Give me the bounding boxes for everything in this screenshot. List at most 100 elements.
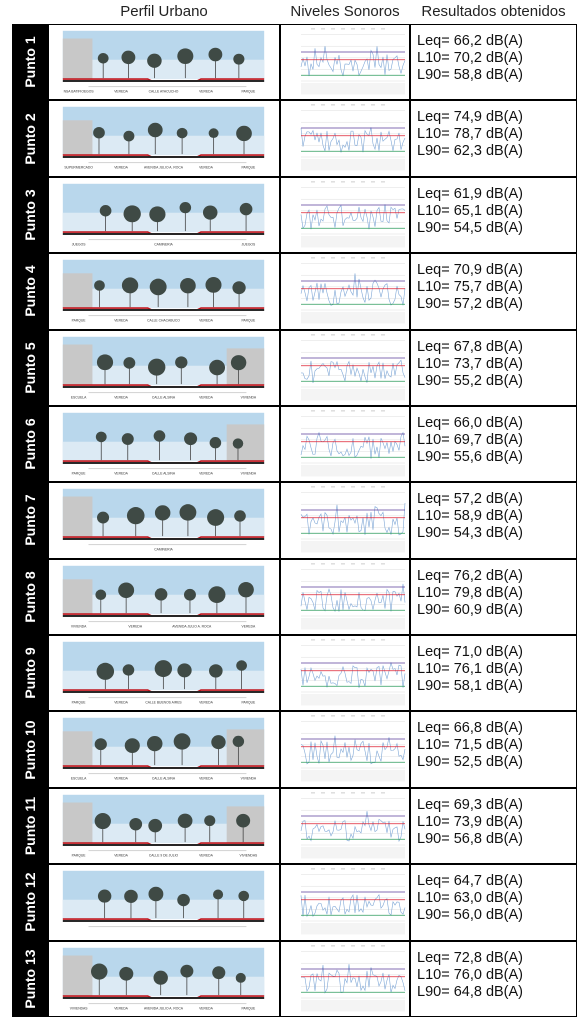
point-label: Punto 8: [22, 571, 38, 622]
tree-crown: [180, 964, 193, 977]
noise-trace: [301, 663, 405, 688]
ground: [63, 844, 264, 846]
tree-crown: [123, 357, 135, 369]
profile-label: CALLE AYACUCHO: [149, 90, 179, 94]
results-cell: Leq= 66,8 dB(A)L10= 71,5 dB(A)L90= 52,5 …: [410, 711, 577, 787]
point-label: Punto 6: [22, 418, 38, 469]
profile-label: CALLE ALSINA: [152, 777, 176, 781]
tree-crown: [98, 890, 111, 903]
tree-crown: [98, 53, 109, 64]
tree-crown: [178, 813, 193, 827]
time-axis: [301, 465, 405, 477]
profile-label: VEREDA: [199, 853, 214, 857]
sound-level-chart: [281, 178, 408, 251]
building: [63, 121, 93, 156]
tree-crown: [97, 354, 113, 370]
profile-label: PARQUE: [72, 701, 87, 705]
levels-cell: [280, 482, 410, 558]
levels-cell: [280, 330, 410, 406]
time-axis: [301, 159, 405, 171]
building: [63, 344, 93, 385]
profile-cell: [48, 864, 280, 940]
tree-crown: [91, 963, 107, 979]
point-label: Punto 12: [22, 873, 38, 932]
tree-crown: [153, 970, 167, 984]
tree-crown: [236, 660, 247, 671]
sound-level-chart: [281, 101, 408, 174]
result-line: Leq= 70,9 dB(A): [417, 262, 576, 279]
point-label-cell: Punto 6: [12, 406, 48, 482]
tree-crown: [147, 737, 163, 752]
profile-label: PARQUE: [72, 472, 87, 476]
tree-crown: [209, 129, 219, 139]
tree-crown: [119, 967, 133, 981]
profile-label: VEREDA: [114, 166, 129, 170]
tree-crown: [149, 206, 165, 222]
result-line: L90= 54,5 dB(A): [417, 220, 576, 237]
ground: [63, 691, 264, 693]
results-cell: Leq= 72,8 dB(A)L10= 76,0 dB(A)L90= 64,8 …: [410, 941, 577, 1017]
result-line: Leq= 66,8 dB(A): [417, 720, 576, 737]
result-line: L90= 58,8 dB(A): [417, 67, 576, 84]
sound-level-chart: [281, 712, 408, 785]
result-line: L10= 70,2 dB(A): [417, 50, 576, 67]
results-cell: Leq= 67,8 dB(A)L10= 73,7 dB(A)L90= 55,2 …: [410, 330, 577, 406]
tree-crown: [100, 205, 112, 216]
result-line: L90= 58,1 dB(A): [417, 678, 576, 695]
tree-crown: [174, 734, 191, 750]
tree-crown: [236, 973, 246, 983]
profile-label: VIVIENDA: [241, 472, 257, 476]
point-label-cell: Punto 8: [12, 559, 48, 635]
levels-cell: [280, 406, 410, 482]
sound-level-chart: [281, 25, 408, 98]
point-label: Punto 11: [22, 797, 38, 855]
profile-label: PARQUE: [241, 166, 256, 170]
tree-crown: [122, 433, 134, 445]
profile-label: VEREDA: [199, 472, 214, 476]
tree-crown: [177, 663, 191, 677]
profile-label: AVENIDA JULIO A. ROCA: [144, 1006, 184, 1010]
time-axis: [301, 770, 405, 782]
results-cell: Leq= 57,2 dB(A)L10= 58,9 dB(A)L90= 54,3 …: [410, 482, 577, 558]
result-line: L10= 73,9 dB(A): [417, 814, 576, 831]
point-label-cell: Punto 3: [12, 177, 48, 253]
ground: [63, 615, 264, 617]
results-cell: Leq= 66,0 dB(A)L10= 69,7 dB(A)L90= 55,6 …: [410, 406, 577, 482]
noise-trace: [301, 128, 405, 153]
result-line: Leq= 69,3 dB(A): [417, 797, 576, 814]
point-label-cell: Punto 13: [12, 941, 48, 1017]
tree-crown: [150, 279, 167, 296]
profile-label: VIVIENDA: [71, 624, 87, 628]
profile-label: PARQUE: [241, 90, 256, 94]
tree-crown: [180, 278, 196, 293]
tree-crown: [175, 356, 187, 368]
profile-label: VEREDA: [242, 624, 257, 628]
street-profile: ESCUELAVEREDACALLE ALSINAVEREDAVIVIENDA: [49, 712, 278, 785]
result-line: L90= 52,5 dB(A): [417, 754, 576, 771]
point-label: Punto 9: [22, 648, 38, 699]
tree-crown: [93, 127, 105, 138]
result-line: Leq= 67,8 dB(A): [417, 339, 576, 356]
result-line: Leq= 66,2 dB(A): [417, 33, 576, 50]
tree-crown: [236, 814, 250, 828]
sound-level-chart: [281, 942, 408, 1015]
tree-crown: [211, 736, 225, 750]
building: [227, 424, 265, 461]
point-label-cell: Punto 7: [12, 482, 48, 558]
tree-crown: [238, 891, 249, 901]
tree-crown: [213, 890, 223, 900]
results-cell: Leq= 66,2 dB(A)L10= 70,2 dB(A)L90= 58,8 …: [410, 24, 577, 100]
tree-crown: [125, 739, 140, 754]
noise-trace: [301, 433, 405, 459]
tree-crown: [180, 202, 192, 213]
building: [63, 579, 93, 614]
tree-crown: [97, 663, 115, 680]
point-label: Punto 13: [22, 949, 38, 1008]
tree-crown: [208, 586, 225, 603]
